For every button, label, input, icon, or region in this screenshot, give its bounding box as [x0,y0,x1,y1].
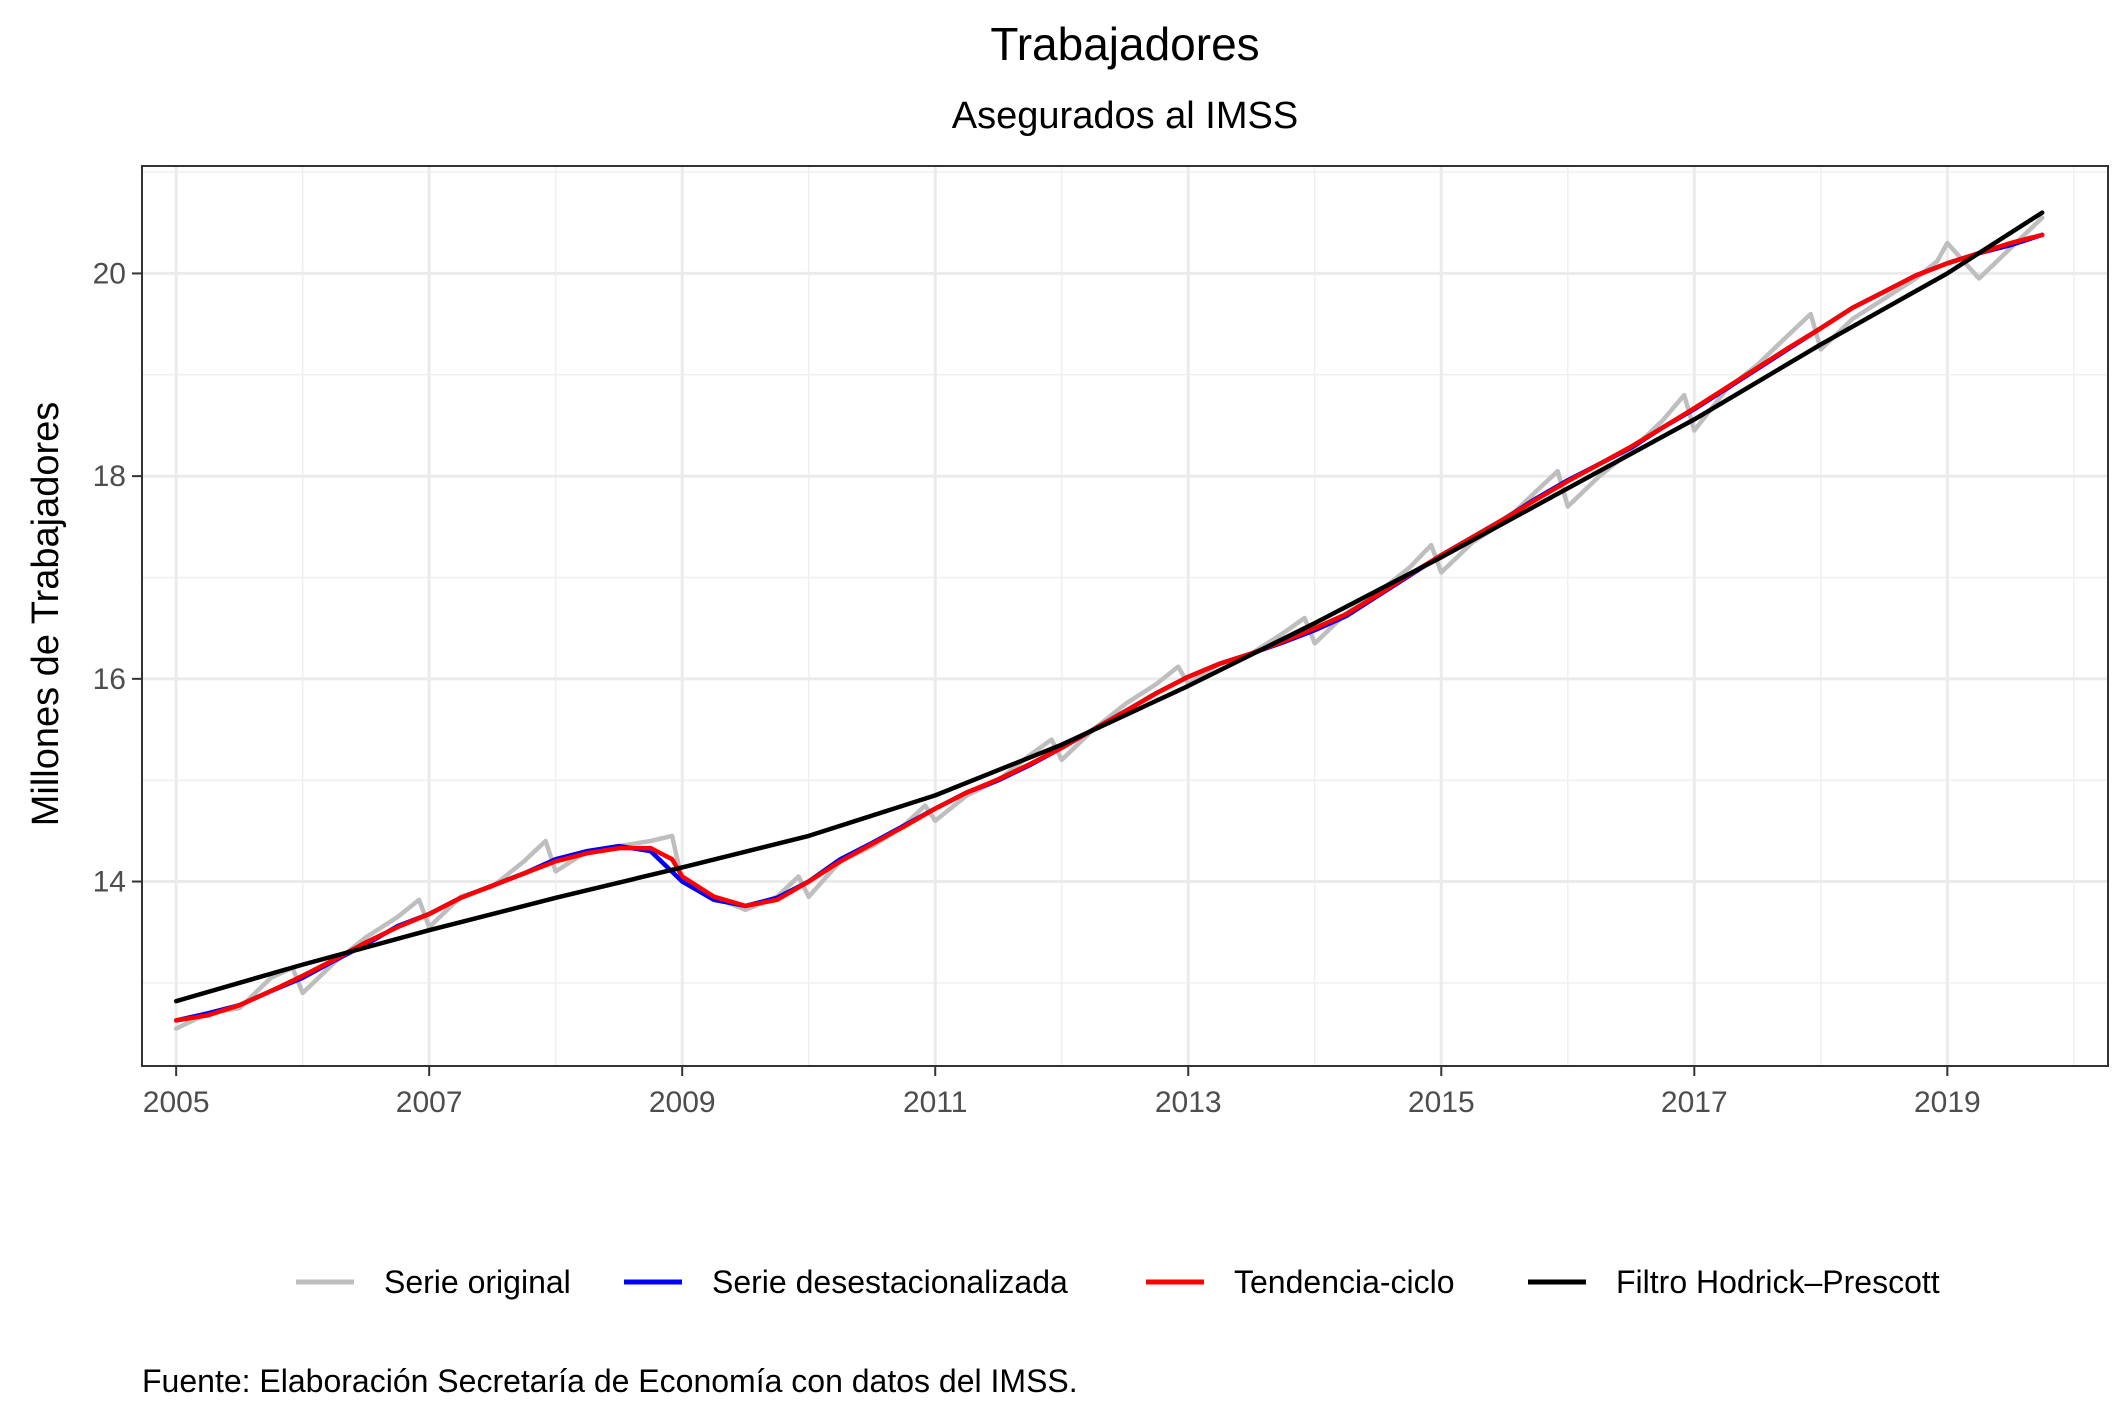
x-tick-label: 2009 [649,1086,716,1119]
chart-caption: Fuente: Elaboración Secretaría de Econom… [142,1363,1078,1399]
y-tick-label: 18 [93,460,126,493]
chart-title: Trabajadores [990,18,1259,70]
axis-ticks: 2005 2007 2009 2011 2013 2015 2017 2019 14 16 18 20 [93,257,1981,1119]
plot-border [141,165,2109,1067]
plot-panel [142,166,2108,1066]
major-gridlines [142,166,2108,1066]
legend-label: Serie desestacionalizada [712,1264,1068,1300]
x-tick-label: 2007 [396,1086,463,1119]
y-axis-label: Millones de Trabajadores [25,402,67,827]
x-tick-label: 2019 [1914,1086,1981,1119]
y-tick-label: 16 [93,663,126,696]
minor-gridlines [142,166,2108,1066]
legend-label: Filtro Hodrick–Prescott [1616,1264,1940,1300]
legend-label: Serie original [384,1264,571,1300]
y-tick-label: 14 [93,866,126,899]
series-layer [173,210,2045,1031]
legend-label: Tendencia-ciclo [1234,1264,1455,1300]
legend: Serie original Serie desestacionalizada Te… [296,1264,1940,1300]
y-tick-label: 20 [93,257,126,290]
x-tick-label: 2013 [1155,1086,1222,1119]
x-tick-label: 2011 [903,1086,968,1119]
x-tick-label: 2017 [1661,1086,1728,1119]
series-hodrick-prescott-line [173,210,2045,1004]
x-tick-label: 2005 [143,1086,210,1119]
chart-subtitle: Asegurados al IMSS [952,95,1298,137]
x-tick-label: 2015 [1408,1086,1475,1119]
